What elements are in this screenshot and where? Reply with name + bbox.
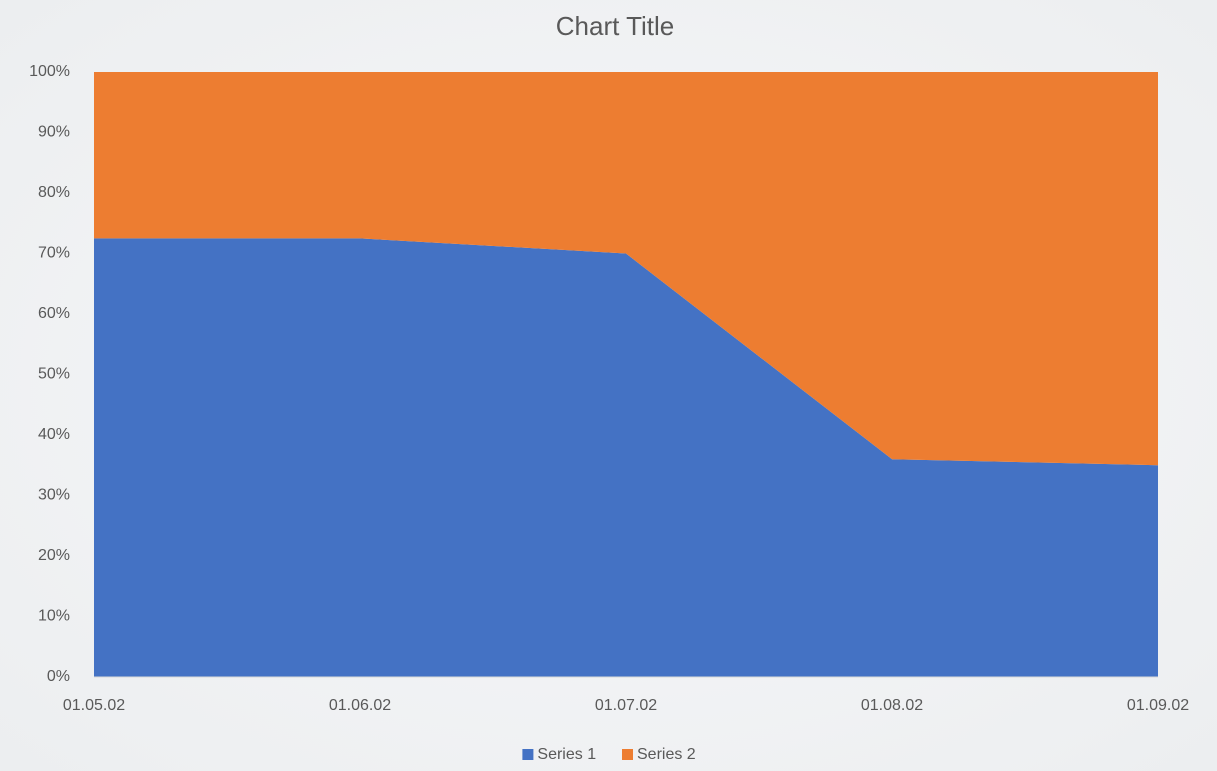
y-tick-label: 50% [38,366,70,383]
area [94,238,1158,677]
y-tick-label: 60% [38,305,70,322]
legend-swatch [522,749,534,760]
x-tick-label: 01.05.02 [63,697,125,714]
y-tick-label: 10% [38,608,70,625]
y-tick-label: 90% [38,124,70,141]
area [94,72,1158,466]
chart-title: Chart Title [556,11,675,41]
x-tick-label: 01.07.02 [595,697,657,714]
y-tick-label: 70% [38,245,70,262]
legend-swatch [622,749,633,760]
x-tick-label: 01.08.02 [861,697,923,714]
y-tick-label: 0% [47,668,70,685]
y-tick-label: 20% [38,547,70,564]
y-tick-label: 40% [38,426,70,443]
legend-label: Series 2 [637,746,696,763]
x-tick-label: 01.06.02 [329,697,391,714]
y-tick-label: 30% [38,487,70,504]
legend-label: Series 1 [537,746,596,763]
x-tick-label: 01.09.02 [1127,697,1189,714]
y-tick-label: 80% [38,184,70,201]
y-tick-label: 100% [29,63,70,80]
